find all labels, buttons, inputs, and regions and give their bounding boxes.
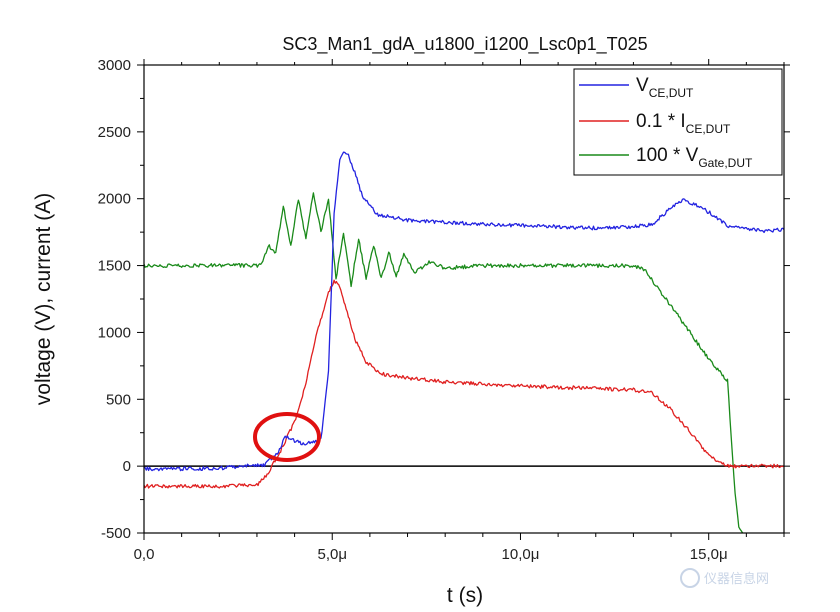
y-tick-label: 1000 <box>98 324 131 341</box>
legend-label-ice-main: 0.1 * I <box>636 111 686 132</box>
y-tick-label: 0 <box>123 458 131 475</box>
y-tick-label: 3000 <box>98 57 131 74</box>
legend-label-vgate-main: 100 * V <box>636 145 699 166</box>
legend: VCE,DUT 0.1 * ICE,DUT 100 * VGate,DUT <box>574 69 782 175</box>
legend-label-vgate-sub: Gate,DUT <box>698 156 753 170</box>
y-tick-label: -500 <box>101 525 131 542</box>
y-tick-label: 1500 <box>98 258 131 275</box>
legend-label-vce-sub: CE,DUT <box>649 86 694 100</box>
chart-title: SC3_Man1_gdA_u1800_i1200_Lsc0p1_T025 <box>282 34 647 55</box>
x-tick-label: 5,0μ <box>317 546 347 563</box>
y-tick-label: 2000 <box>98 191 131 208</box>
x-tick-label: 15,0μ <box>690 546 728 563</box>
legend-label-ice-sub: CE,DUT <box>686 122 731 136</box>
watermark-text: 仪器信息网 <box>704 571 769 587</box>
legend-label-vce-main: V <box>636 75 649 96</box>
x-tick-label: 0,0 <box>134 546 155 563</box>
x-axis-label: t (s) <box>447 584 483 607</box>
y-tick-label: 500 <box>106 391 131 408</box>
y-axis-label: voltage (V), current (A) <box>32 193 55 405</box>
y-tick-label: 2500 <box>98 124 131 141</box>
x-tick-label: 10,0μ <box>502 546 540 563</box>
